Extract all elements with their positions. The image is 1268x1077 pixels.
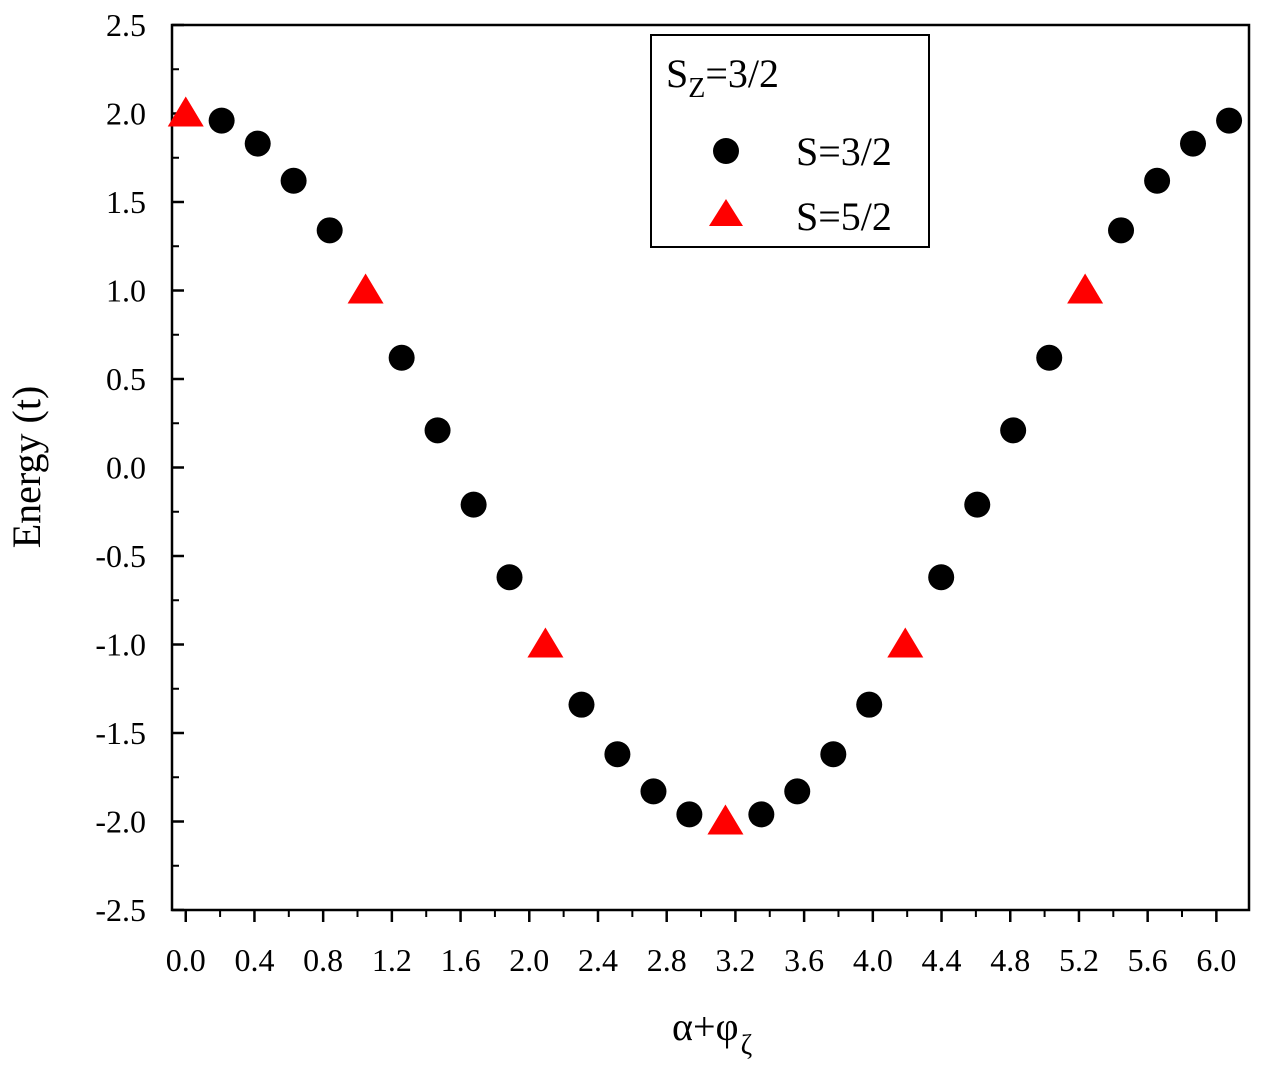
data-point-circle — [856, 691, 883, 718]
data-point-circle — [568, 691, 595, 718]
x-tick-label: 4.4 — [922, 942, 962, 978]
y-tick-label: 1.5 — [106, 184, 146, 220]
x-tick-label: 4.0 — [853, 942, 893, 978]
x-tick-label: 5.2 — [1059, 942, 1099, 978]
data-point-circle — [316, 217, 343, 244]
data-point-circle — [1000, 417, 1027, 444]
data-point-circle — [424, 417, 451, 444]
data-point-triangle — [707, 804, 744, 835]
data-point-circle — [784, 778, 811, 805]
data-point-circle — [1108, 217, 1135, 244]
legend-box — [650, 34, 930, 248]
data-point-triangle — [1067, 273, 1104, 304]
data-point-circle — [1180, 130, 1207, 157]
data-point-circle — [748, 801, 775, 828]
legend-marker-circle — [713, 138, 739, 164]
data-point-triangle — [887, 627, 924, 658]
x-tick-label: 0.8 — [303, 942, 343, 978]
x-tick-label: 1.2 — [372, 942, 412, 978]
x-axis-title: α+φζ — [672, 1004, 752, 1061]
y-tick-label: 0.5 — [106, 361, 146, 397]
x-tick-label: 0.4 — [234, 942, 274, 978]
x-tick-label: 5.6 — [1128, 942, 1168, 978]
x-axis-title-subscript: ζ — [741, 1030, 753, 1061]
x-tick-label: 2.4 — [578, 942, 618, 978]
x-tick-label: 0.0 — [166, 942, 206, 978]
y-tick-label: 1.0 — [106, 273, 146, 309]
data-point-circle — [676, 801, 703, 828]
x-tick-label: 2.0 — [509, 942, 549, 978]
axes: 2.5 2.0 1.5 1.0 0.5 0.0 -0.5 -1.0 -1.5 -2.0 -2.5 0.… — [95, 7, 1236, 978]
y-tick-label: -2.5 — [95, 892, 146, 928]
y-tick-label: -1.5 — [95, 715, 146, 751]
legend-marker-triangle — [709, 199, 743, 226]
data-point-circle — [496, 564, 523, 591]
data-point-triangle — [167, 96, 204, 127]
data-point-circle — [1216, 107, 1243, 134]
data-point-circle — [640, 778, 667, 805]
data-point-circle — [820, 741, 847, 768]
x-tick-label: 4.8 — [990, 942, 1030, 978]
legend-entry-s52: S=5/2 — [796, 194, 892, 239]
x-tick-label: 1.6 — [441, 942, 481, 978]
data-point-triangle — [527, 627, 564, 658]
legend-entry-s32: S=3/2 — [796, 129, 892, 174]
x-axis-title-main: α+φ — [672, 1004, 739, 1049]
y-tick-label: -2.0 — [95, 804, 146, 840]
data-point-circle — [604, 741, 631, 768]
y-tick-label: 0.0 — [106, 450, 146, 486]
y-axis-title: Energy (t) — [4, 386, 49, 549]
data-point-circle — [1036, 344, 1063, 371]
data-point-triangle — [347, 273, 384, 304]
data-marks — [167, 96, 1243, 835]
data-point-circle — [244, 130, 271, 157]
data-point-circle — [928, 564, 955, 591]
y-tick-label: 2.5 — [106, 7, 146, 43]
legend-title: SZ=3/2 — [666, 51, 779, 104]
x-tick-label: 6.0 — [1196, 942, 1236, 978]
data-point-circle — [280, 167, 307, 194]
data-point-circle — [460, 491, 487, 518]
data-point-circle — [388, 344, 415, 371]
data-point-circle — [964, 491, 991, 518]
data-point-circle — [208, 107, 235, 134]
legend: SZ=3/2 S=3/2 S=5/2 — [650, 34, 930, 248]
data-point-circle — [1144, 167, 1171, 194]
x-tick-label: 3.2 — [715, 942, 755, 978]
x-tick-label: 2.8 — [647, 942, 687, 978]
x-tick-label: 3.6 — [784, 942, 824, 978]
y-tick-label: 2.0 — [106, 96, 146, 132]
y-tick-label: -1.0 — [95, 627, 146, 663]
y-tick-label: -0.5 — [95, 538, 146, 574]
